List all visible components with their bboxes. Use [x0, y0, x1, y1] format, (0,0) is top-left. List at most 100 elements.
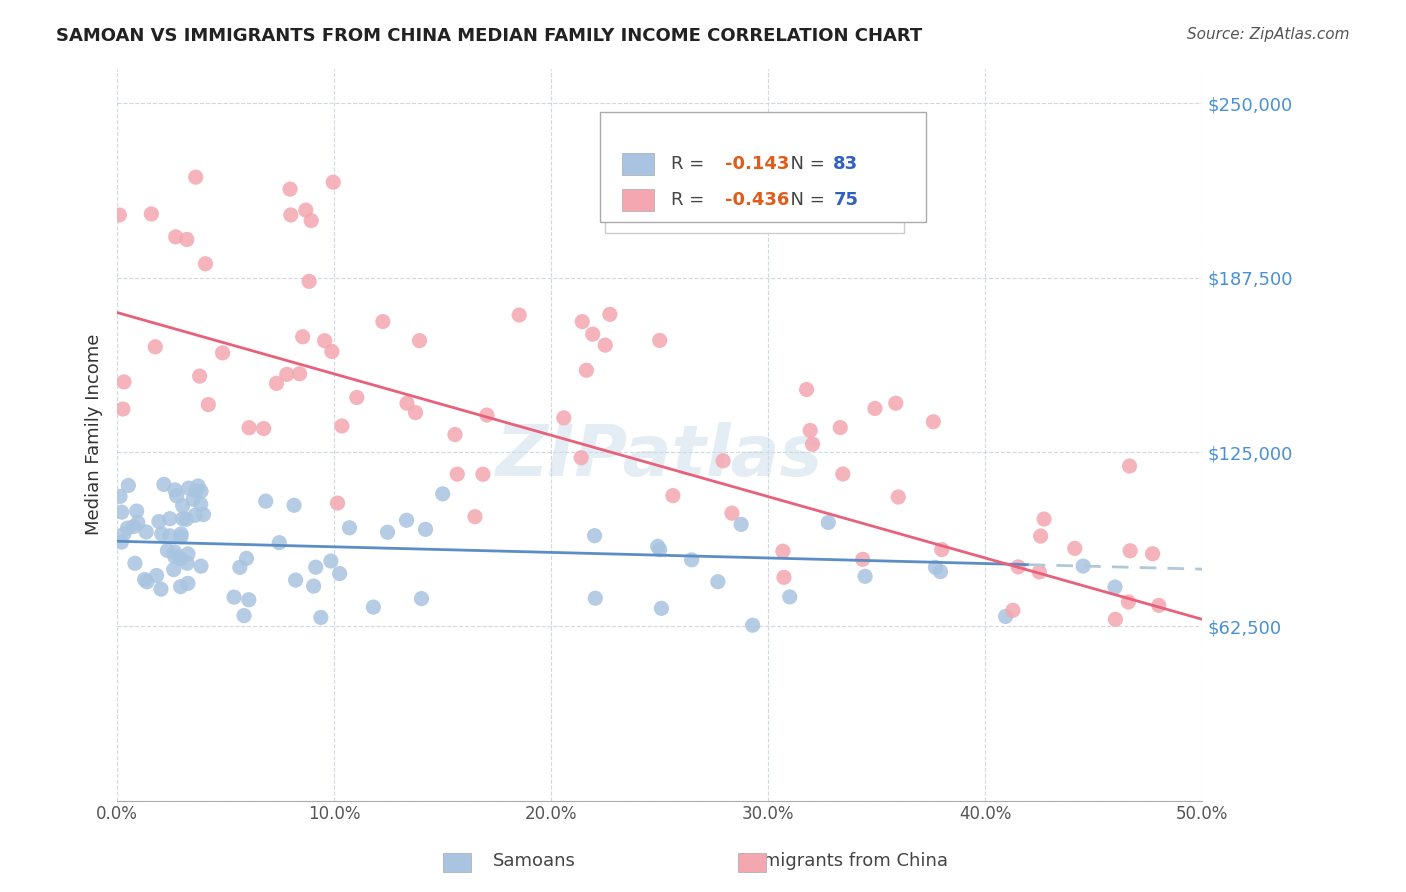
Text: Samoans: Samoans	[494, 852, 575, 870]
Point	[112, 375, 135, 389]
Point	[238, 592, 260, 607]
Point	[295, 203, 318, 218]
Point	[1071, 559, 1094, 574]
FancyBboxPatch shape	[600, 112, 925, 222]
Point	[319, 554, 342, 568]
Point	[172, 499, 194, 513]
Point	[395, 513, 418, 527]
Point	[124, 556, 146, 570]
Point	[377, 525, 399, 540]
Point	[110, 535, 132, 549]
Point	[163, 545, 186, 559]
Point	[1119, 543, 1142, 558]
Point	[117, 521, 139, 535]
Point	[314, 334, 336, 348]
Point	[302, 579, 325, 593]
Point	[707, 574, 730, 589]
Point	[194, 257, 217, 271]
Point	[924, 560, 946, 574]
Point	[852, 552, 875, 566]
Point	[1007, 560, 1029, 574]
Point	[233, 608, 256, 623]
Point	[299, 213, 322, 227]
Point	[141, 207, 163, 221]
Point	[582, 327, 605, 342]
Point	[177, 576, 200, 591]
Point	[1001, 603, 1024, 617]
Point	[650, 601, 672, 615]
Point	[773, 570, 796, 584]
Point	[143, 340, 166, 354]
Point	[681, 553, 703, 567]
Text: Immigrants from China: Immigrants from China	[740, 852, 948, 870]
Point	[444, 427, 467, 442]
Point	[929, 565, 952, 579]
Point	[145, 568, 167, 582]
Point	[1104, 612, 1126, 626]
Point	[298, 274, 321, 288]
Point	[508, 308, 530, 322]
Point	[408, 334, 430, 348]
Point	[371, 314, 394, 328]
Point	[108, 489, 131, 503]
Point	[309, 610, 332, 624]
Point	[165, 230, 187, 244]
Point	[647, 539, 669, 553]
Point	[1118, 595, 1140, 609]
Point	[884, 396, 907, 410]
Point	[153, 477, 176, 491]
Point	[432, 487, 454, 501]
Point	[148, 515, 170, 529]
Point	[817, 516, 839, 530]
Point	[415, 522, 437, 536]
Point	[305, 560, 328, 574]
Point	[569, 450, 592, 465]
Point	[166, 489, 188, 503]
Text: SAMOAN VS IMMIGRANTS FROM CHINA MEDIAN FAMILY INCOME CORRELATION CHART: SAMOAN VS IMMIGRANTS FROM CHINA MEDIAN F…	[56, 27, 922, 45]
Point	[170, 527, 193, 541]
Point	[330, 419, 353, 434]
Point	[266, 376, 288, 391]
Point	[553, 411, 575, 425]
Point	[411, 591, 433, 606]
Point	[156, 543, 179, 558]
Text: 83: 83	[834, 154, 859, 173]
Point	[149, 582, 172, 596]
Point	[253, 421, 276, 435]
Point	[922, 415, 945, 429]
Point	[346, 391, 368, 405]
Point	[125, 504, 148, 518]
Point	[184, 483, 207, 498]
Point	[571, 315, 593, 329]
Point	[994, 609, 1017, 624]
Point	[593, 338, 616, 352]
Point	[181, 492, 204, 507]
Point	[134, 573, 156, 587]
Point	[111, 505, 134, 519]
Text: N =: N =	[779, 191, 831, 210]
Point	[150, 527, 173, 541]
Point	[222, 590, 245, 604]
Point	[127, 516, 149, 530]
Point	[395, 396, 418, 410]
Point	[163, 563, 186, 577]
Point	[648, 542, 671, 557]
Point	[1104, 580, 1126, 594]
Point	[730, 517, 752, 532]
Point	[169, 580, 191, 594]
Point	[278, 182, 301, 196]
Point	[193, 508, 215, 522]
Text: R =: R =	[671, 154, 710, 173]
Point	[184, 508, 207, 523]
Point	[111, 402, 134, 417]
Point	[177, 547, 200, 561]
Point	[163, 483, 186, 497]
Point	[741, 618, 763, 632]
Text: -0.143: -0.143	[725, 154, 789, 173]
Point	[446, 467, 468, 482]
Point	[135, 524, 157, 539]
Point	[662, 489, 685, 503]
Point	[108, 208, 131, 222]
Point	[188, 369, 211, 384]
Text: ZIPatlas: ZIPatlas	[496, 422, 824, 491]
